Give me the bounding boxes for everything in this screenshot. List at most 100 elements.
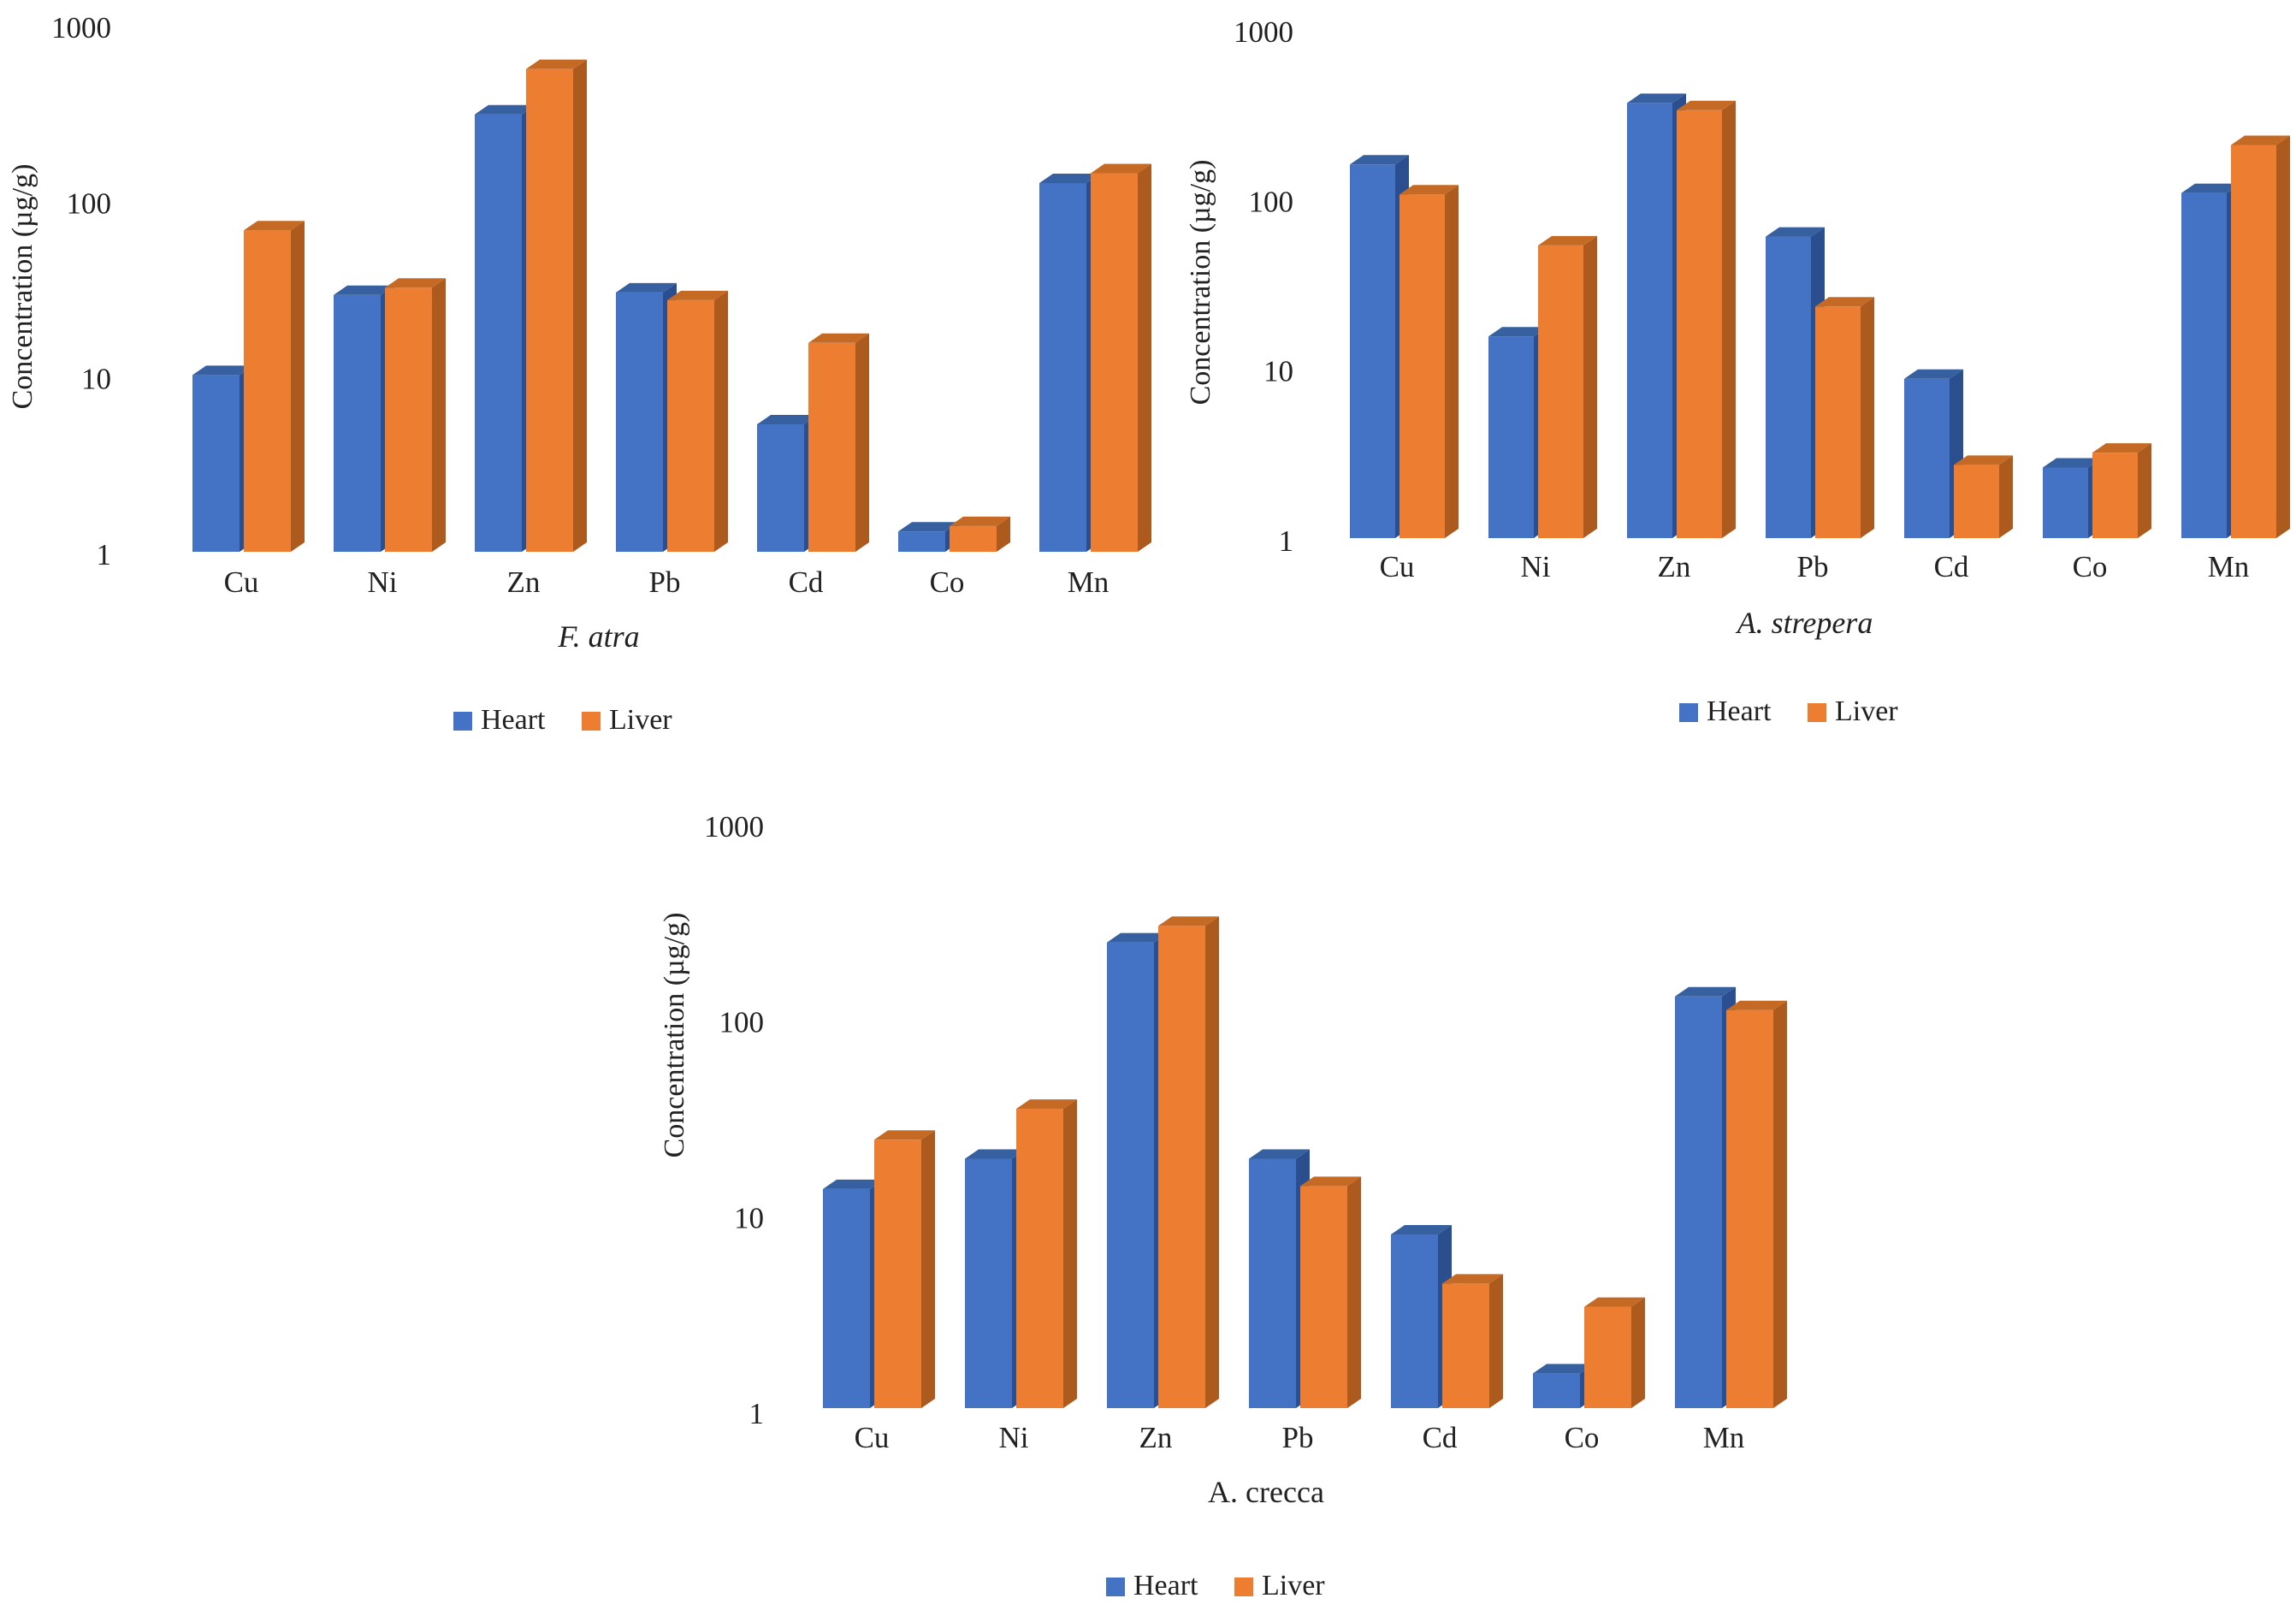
- chart-a-crecca: 1000 100 10 1 Concentration (µg/g) Cu Ni Zn Pb Cd…: [659, 810, 1787, 1601]
- legend-label-heart: Heart: [481, 704, 546, 736]
- bar-heart-zn-top: [1627, 93, 1686, 104]
- chart-a-crecca-ytick-1: 1: [749, 1397, 765, 1430]
- bar-liver-mn: [1726, 1000, 1787, 1408]
- bar-heart-zn-front: [1107, 942, 1154, 1408]
- bar-liver-pb: [667, 290, 728, 552]
- bar-liver-cd: [1442, 1274, 1503, 1408]
- bar-heart-cu-front: [192, 375, 240, 552]
- chart-f-atra-category-cd: Cd: [789, 565, 824, 599]
- bar-heart-cd-top: [1904, 369, 1963, 379]
- bar-liver-mn-front: [2231, 145, 2276, 538]
- bar-liver-cu-side: [291, 221, 305, 552]
- bar-heart-mn: [1675, 986, 1736, 1408]
- chart-f-atra-category-pb: Pb: [649, 565, 681, 599]
- bar-heart-pb-front: [616, 292, 663, 552]
- bar-liver-pb-top: [1300, 1176, 1361, 1187]
- bar-heart-cd-top: [1391, 1225, 1452, 1235]
- bar-liver-ni: [1538, 235, 1597, 538]
- chart-a-strepera-category-ni: Ni: [1521, 550, 1551, 583]
- bar-heart-ni-front: [1488, 336, 1534, 538]
- bar-liver-cu: [1399, 185, 1459, 538]
- chart-a-crecca-y-axis-label: Concentration (µg/g): [659, 913, 690, 1158]
- chart-a-crecca-legend: Heart Liver: [1106, 1570, 1325, 1601]
- bar-heart-zn-top: [475, 104, 536, 115]
- bar-liver-pb-side: [1347, 1176, 1361, 1408]
- chart-a-strepera-category-pb: Pb: [1797, 550, 1829, 583]
- bar-liver-co-front: [1584, 1306, 1631, 1408]
- bar-liver-mn-side: [1773, 1000, 1787, 1408]
- chart-a-strepera-legend: Heart Liver: [1679, 696, 1898, 727]
- bar-liver-pb: [1815, 297, 1874, 538]
- bar-liver-co-side: [1631, 1297, 1645, 1408]
- chart-f-atra-legend: Heart Liver: [453, 704, 672, 736]
- chart-f-atra-ytick-1: 1: [97, 538, 112, 571]
- chart-f-atra-category-zn: Zn: [507, 565, 541, 599]
- bar-liver-co: [1584, 1297, 1645, 1408]
- bar-liver-co-side: [2138, 443, 2151, 538]
- chart-a-crecca-category-ni: Ni: [999, 1421, 1029, 1454]
- bar-heart-co-top: [898, 522, 959, 532]
- bar-liver-pb-top: [667, 290, 728, 300]
- bar-heart-zn-front: [1627, 103, 1672, 539]
- legend-swatch-liver: [582, 712, 601, 731]
- bar-liver-zn-top: [526, 59, 587, 69]
- bar-heart-pb-top: [1766, 227, 1825, 237]
- chart-f-atra-category-cu: Cu: [224, 565, 259, 599]
- legend-swatch-heart: [453, 712, 472, 731]
- bar-liver-cd-top: [1442, 1274, 1503, 1284]
- bar-liver-mn: [1091, 163, 1151, 553]
- legend-swatch-heart: [1106, 1578, 1125, 1596]
- chart-f-atra-ytick-10: 10: [81, 363, 111, 396]
- bar-heart-mn-top: [1039, 174, 1100, 184]
- bar-heart-co-top: [2043, 458, 2102, 468]
- bar-liver-cd-front: [808, 342, 855, 552]
- bar-liver-zn-front: [1677, 110, 1722, 538]
- bar-heart-mn-front: [2181, 192, 2227, 538]
- bar-liver-cd: [1954, 455, 2013, 538]
- chart-a-crecca-ytick-1000: 1000: [704, 810, 764, 844]
- bar-liver-pb-front: [1815, 306, 1861, 538]
- bar-heart-co-front: [2043, 467, 2088, 538]
- chart-f-atra-category-ni: Ni: [368, 565, 398, 599]
- chart-a-crecca-category-mn: Mn: [1703, 1421, 1745, 1454]
- chart-a-strepera-ytick-100: 100: [1249, 185, 1294, 218]
- bar-liver-cu-front: [874, 1139, 921, 1408]
- bar-heart-ni-front: [334, 294, 381, 552]
- legend-label-heart: Heart: [1707, 696, 1772, 727]
- bar-heart-co-front: [1533, 1373, 1580, 1408]
- legend-label-liver: Liver: [1262, 1570, 1325, 1601]
- chart-a-crecca-ytick-100: 100: [719, 1006, 765, 1039]
- bar-liver-cu: [874, 1130, 935, 1408]
- bar-liver-mn-top: [1091, 163, 1151, 174]
- bar-liver-cu-top: [244, 221, 305, 231]
- bar-heart-co-top: [1533, 1364, 1594, 1374]
- bar-liver-zn-side: [1722, 100, 1736, 538]
- bar-heart-ni-top: [1488, 327, 1547, 337]
- bar-heart-cd-top: [757, 415, 818, 425]
- bar-heart-cu-top: [1350, 155, 1409, 165]
- bar-heart-ni-top: [334, 285, 394, 295]
- bar-liver-ni-top: [385, 278, 446, 288]
- bar-liver-zn: [1677, 100, 1736, 538]
- bar-liver-cd: [808, 333, 869, 552]
- chart-a-strepera-category-cu: Cu: [1380, 550, 1415, 583]
- bar-liver-mn-side: [2276, 135, 2290, 538]
- bar-liver-cu: [244, 221, 305, 552]
- legend-label-heart: Heart: [1133, 1570, 1198, 1601]
- bar-heart-pb-top: [616, 282, 677, 293]
- chart-f-atra-title: F. atra: [557, 619, 639, 654]
- chart-a-strepera-category-co: Co: [2073, 550, 2108, 583]
- bar-liver-mn: [2231, 135, 2290, 538]
- bar-liver-cd-side: [855, 333, 869, 552]
- bar-liver-cu-front: [1399, 194, 1445, 538]
- bar-liver-co-top: [2092, 443, 2151, 453]
- bar-liver-zn-side: [573, 59, 587, 553]
- legend-swatch-liver: [1808, 703, 1826, 722]
- chart-a-strepera-ytick-1: 1: [1279, 524, 1294, 558]
- chart-a-crecca-category-cd: Cd: [1423, 1421, 1458, 1454]
- bar-liver-ni: [385, 278, 446, 552]
- bar-liver-ni: [1016, 1099, 1077, 1408]
- bar-liver-cu-top: [1399, 185, 1459, 195]
